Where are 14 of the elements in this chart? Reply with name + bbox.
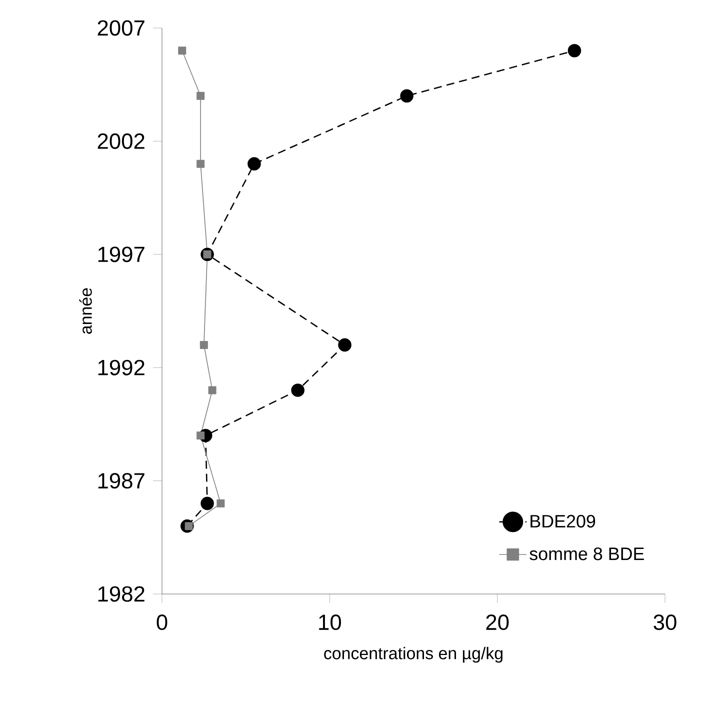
- x-tick-label: 0: [156, 614, 168, 630]
- x-tick-label: 30: [654, 614, 676, 630]
- x-tick-label: 10: [319, 614, 341, 630]
- y-tick-label: 1997: [98, 246, 144, 262]
- x-tick-label: 20: [486, 614, 509, 630]
- y-tick-label: 2002: [98, 133, 144, 149]
- y-tick-label: 2007: [98, 20, 144, 36]
- y-tick-label: 1992: [98, 360, 144, 376]
- legend-label: somme 8 BDE: [530, 547, 644, 560]
- x-axis-title: concentrations en µg/kg: [324, 646, 502, 663]
- legend-label: BDE209: [530, 514, 596, 528]
- y-axis-title: année: [79, 288, 92, 334]
- y-tick-label: 1987: [98, 473, 144, 489]
- y-tick-label: 1982: [98, 586, 144, 602]
